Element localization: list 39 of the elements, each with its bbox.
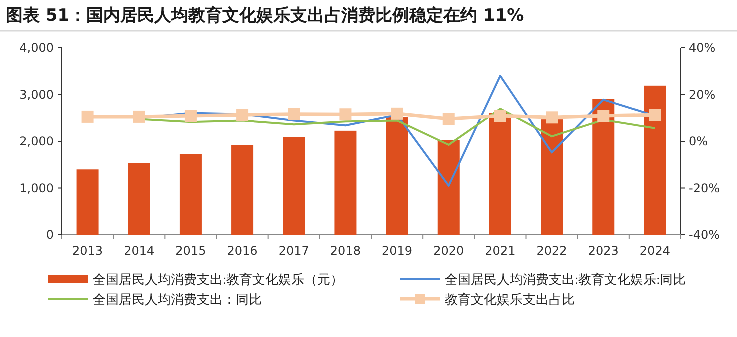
y2-tick-label: 40%: [689, 41, 716, 55]
legend-label: 全国居民人均消费支出:教育文化娱乐（元）: [93, 272, 344, 287]
y2-tick-label: -20%: [689, 181, 720, 196]
bar: [76, 170, 99, 235]
x-tick-label: 2020: [434, 244, 464, 258]
bar: [386, 118, 408, 235]
bar: [128, 163, 150, 235]
y2-tick-label: -40%: [689, 228, 720, 242]
y2-tick-label: 0%: [689, 134, 708, 148]
y-tick-label: 3,000: [20, 88, 54, 102]
x-tick-label: 2016: [227, 244, 258, 258]
y-tick-label: 1,000: [20, 181, 54, 196]
x-tick-label: 2022: [536, 244, 568, 258]
legend-label: 全国居民人均消费支出:教育文化娱乐:同比: [445, 272, 686, 287]
bar: [541, 120, 564, 235]
x-tick-label: 2015: [176, 244, 206, 258]
bar: [283, 137, 306, 235]
bar: [180, 154, 202, 235]
legend-label: 全国居民人均消费支出：同比: [93, 292, 262, 307]
bar: [232, 145, 254, 235]
x-tick-label: 2014: [124, 244, 155, 258]
chart-title: 图表 51：国内居民人均教育文化娱乐支出占消费比例稳定在约 11%: [6, 5, 524, 26]
x-tick-label: 2013: [72, 244, 104, 258]
bar: [334, 130, 357, 235]
x-tick-label: 2023: [588, 244, 619, 258]
bar: [489, 113, 512, 235]
y-tick-label: 4,000: [20, 41, 54, 55]
y-tick-label: 2,000: [20, 134, 54, 148]
bar: [438, 140, 460, 235]
x-tick-label: 2024: [640, 244, 670, 258]
bar: [592, 99, 615, 235]
x-tick-label: 2018: [330, 244, 361, 258]
legend-label: 教育文化娱乐支出占比: [445, 292, 575, 307]
bar: [644, 86, 666, 235]
x-tick-label: 2021: [485, 244, 516, 258]
x-tick-label: 2019: [382, 244, 413, 258]
y2-tick-label: 20%: [689, 88, 716, 102]
x-tick-label: 2017: [278, 244, 310, 258]
y-tick-label: 0: [46, 228, 54, 242]
